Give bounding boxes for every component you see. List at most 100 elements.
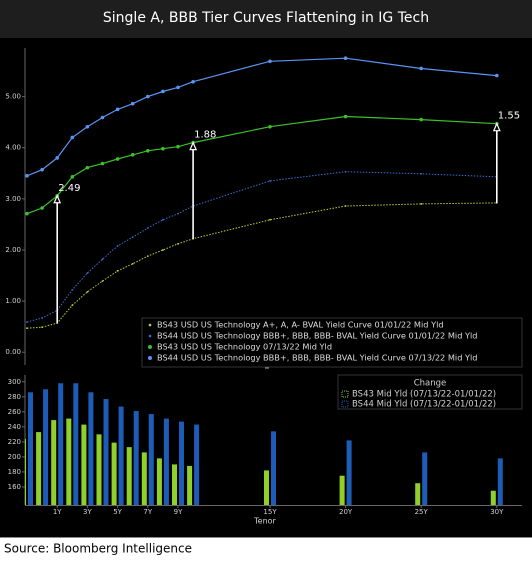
bar	[96, 434, 102, 505]
bar	[58, 383, 64, 505]
bar	[43, 389, 49, 505]
legend-label: BS43 USD US Technology 07/13/22 Mid Yld	[157, 342, 332, 352]
point	[85, 165, 90, 170]
bar	[415, 483, 421, 505]
bar	[490, 490, 496, 505]
bar	[73, 383, 79, 505]
bar	[497, 458, 503, 505]
point	[26, 321, 28, 323]
point	[161, 89, 165, 94]
point	[343, 114, 348, 119]
point	[101, 280, 104, 283]
y-tick-label: 240	[8, 423, 21, 431]
bar	[103, 399, 109, 505]
y-tick-label: 180	[8, 468, 21, 476]
source: Source: Bloomberg Intelligence	[4, 542, 192, 556]
bar	[66, 418, 72, 505]
legend-marker	[341, 400, 349, 408]
bar	[422, 452, 428, 505]
point	[162, 249, 164, 251]
bar	[81, 424, 87, 505]
point	[146, 255, 149, 257]
bar	[25, 438, 26, 505]
y-tick-label: 220	[8, 438, 21, 446]
point	[115, 157, 120, 161]
legend-box	[337, 374, 523, 410]
point	[70, 175, 75, 179]
point	[344, 170, 347, 173]
y-tick-label: 0.00	[5, 348, 21, 356]
bar	[141, 452, 147, 505]
point	[70, 135, 75, 140]
point	[71, 304, 74, 307]
legend-label: BS44 USD US Technology BBB+, BBB, BBB- B…	[157, 331, 477, 341]
annotation: 1.88	[194, 130, 216, 141]
point	[86, 272, 89, 274]
point	[177, 212, 179, 215]
point	[130, 101, 135, 106]
x-tick-label: 3Y	[83, 508, 92, 516]
y-tick-label: 1.00	[5, 297, 21, 305]
point	[130, 153, 135, 157]
arrow-head	[492, 122, 501, 132]
point	[269, 218, 271, 221]
arrow-head	[189, 141, 198, 151]
y-tick-label: 5.00	[5, 93, 21, 101]
point	[191, 79, 195, 84]
y-tick-label: 280	[8, 393, 21, 401]
annotation: 2.49	[58, 183, 80, 194]
point	[41, 317, 43, 319]
bar	[271, 431, 276, 505]
point	[420, 172, 423, 175]
bar	[339, 475, 345, 505]
point	[85, 124, 90, 129]
point	[131, 236, 134, 239]
bar	[156, 458, 162, 505]
x-tick-label: 7Y	[143, 508, 152, 516]
bar	[194, 424, 200, 505]
point	[269, 180, 271, 182]
bar	[172, 464, 177, 505]
annotation: 1.55	[498, 111, 520, 122]
point	[419, 117, 424, 122]
legend-label: BS43 Mid Yld (07/13/22-01/01/22)	[352, 390, 496, 400]
point	[40, 206, 44, 210]
y-tick-label: 300	[8, 378, 21, 386]
bar	[36, 432, 42, 505]
legend-label: BS44 USD US Technology BBB+, BBB, BBB- B…	[157, 353, 477, 363]
y-tick-label: 4.00	[5, 144, 21, 152]
point	[26, 327, 28, 330]
point	[116, 270, 119, 272]
point	[344, 205, 347, 207]
point	[420, 203, 423, 205]
legend-marker	[148, 356, 152, 360]
x-tick-label: 5Y	[113, 508, 122, 516]
bar	[148, 414, 154, 505]
bar	[51, 420, 57, 505]
legend-title: Change	[414, 379, 447, 389]
point	[176, 85, 180, 90]
point	[100, 161, 105, 166]
bar	[187, 465, 193, 505]
bars	[25, 383, 503, 505]
bar	[133, 411, 139, 505]
point	[161, 146, 165, 151]
point	[146, 227, 149, 229]
point	[25, 211, 29, 216]
point	[71, 288, 74, 291]
x-tick-label: 25Y	[415, 508, 429, 516]
point	[100, 115, 105, 120]
x-axis-label: Tenor	[253, 517, 276, 526]
point	[25, 174, 29, 178]
bar	[163, 418, 169, 505]
point	[268, 124, 272, 129]
point	[343, 56, 348, 61]
point	[495, 73, 499, 78]
legend-label: BS44 Mid Yld (07/13/22-01/01/22)	[352, 400, 496, 410]
point	[55, 156, 59, 160]
point	[146, 94, 150, 99]
x-tick-label: 9Y	[174, 508, 183, 516]
legend-box	[141, 317, 523, 368]
y-tick-label: 200	[8, 453, 21, 461]
